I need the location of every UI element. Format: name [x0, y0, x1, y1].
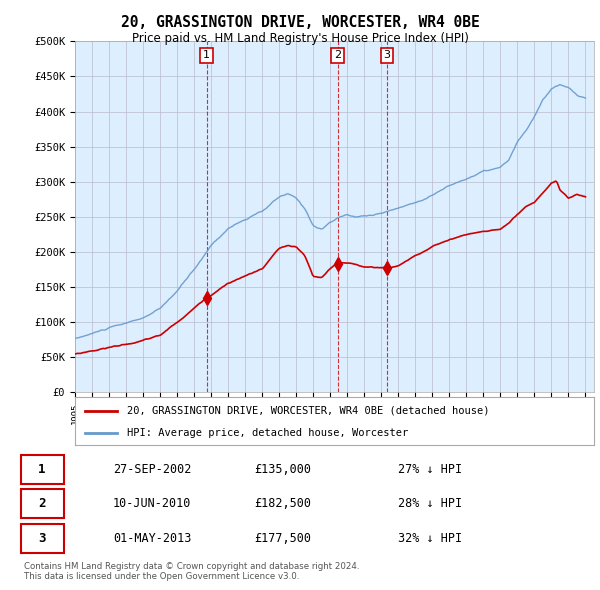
Text: £182,500: £182,500	[254, 497, 311, 510]
Text: £135,000: £135,000	[254, 463, 311, 476]
Text: 27-SEP-2002: 27-SEP-2002	[113, 463, 191, 476]
Text: 2: 2	[38, 497, 46, 510]
Text: 1: 1	[203, 50, 210, 60]
Text: Price paid vs. HM Land Registry's House Price Index (HPI): Price paid vs. HM Land Registry's House …	[131, 32, 469, 45]
Text: 01-MAY-2013: 01-MAY-2013	[113, 532, 191, 545]
Text: 32% ↓ HPI: 32% ↓ HPI	[398, 532, 462, 545]
Text: 3: 3	[383, 50, 391, 60]
Text: 10-JUN-2010: 10-JUN-2010	[113, 497, 191, 510]
Text: 20, GRASSINGTON DRIVE, WORCESTER, WR4 0BE (detached house): 20, GRASSINGTON DRIVE, WORCESTER, WR4 0B…	[127, 405, 490, 415]
Text: 20, GRASSINGTON DRIVE, WORCESTER, WR4 0BE: 20, GRASSINGTON DRIVE, WORCESTER, WR4 0B…	[121, 15, 479, 30]
Text: £177,500: £177,500	[254, 532, 311, 545]
Text: 27% ↓ HPI: 27% ↓ HPI	[398, 463, 462, 476]
FancyBboxPatch shape	[20, 455, 64, 484]
FancyBboxPatch shape	[20, 524, 64, 553]
Text: 3: 3	[38, 532, 46, 545]
Text: Contains HM Land Registry data © Crown copyright and database right 2024.
This d: Contains HM Land Registry data © Crown c…	[24, 562, 359, 581]
Text: HPI: Average price, detached house, Worcester: HPI: Average price, detached house, Worc…	[127, 428, 408, 438]
FancyBboxPatch shape	[20, 489, 64, 519]
Text: 28% ↓ HPI: 28% ↓ HPI	[398, 497, 462, 510]
Text: 2: 2	[334, 50, 341, 60]
Text: 1: 1	[38, 463, 46, 476]
